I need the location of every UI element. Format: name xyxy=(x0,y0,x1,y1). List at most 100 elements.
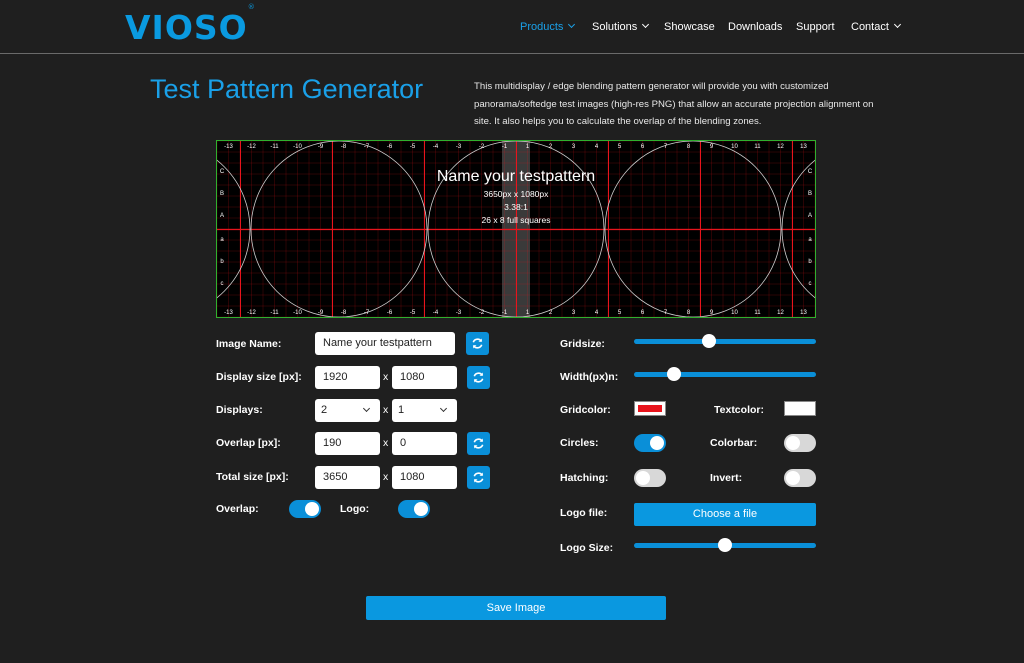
column-label: 13 xyxy=(800,310,807,316)
row-label: c xyxy=(809,281,812,287)
slider-thumb[interactable] xyxy=(701,334,716,348)
toggle-knob xyxy=(414,502,428,516)
refresh-name-button[interactable] xyxy=(466,332,489,355)
slider-thumb[interactable] xyxy=(718,538,732,552)
save-image-button[interactable]: Save Image xyxy=(366,596,666,620)
nav-downloads[interactable]: Downloads xyxy=(728,21,783,33)
image-name-input[interactable]: Name your testpattern xyxy=(315,332,455,355)
column-label: 2 xyxy=(549,144,553,150)
column-label: -12 xyxy=(247,144,256,150)
refresh-overlap-button[interactable] xyxy=(467,432,490,455)
total-width-input[interactable]: 3650 xyxy=(315,466,380,489)
displays-y-select[interactable]: 1 xyxy=(392,399,457,422)
row-label: B xyxy=(220,191,224,197)
column-label: 5 xyxy=(618,310,622,316)
hatching-toggle[interactable] xyxy=(634,469,666,487)
gridcolor-picker[interactable] xyxy=(634,401,666,416)
display-height-input[interactable]: 1080 xyxy=(392,366,457,389)
refresh-icon xyxy=(473,438,484,449)
column-label: 1 xyxy=(526,144,530,150)
pattern-canvas: -13-13-12-12-11-11-10-10-9-9-8-8-7-7-6-6… xyxy=(217,141,815,317)
page-title: Test Pattern Generator xyxy=(150,74,424,104)
vioso-logo[interactable]: VIOSO® xyxy=(125,3,256,47)
overlap-label: Overlap [px]: xyxy=(216,437,281,449)
invert-toggle[interactable] xyxy=(784,469,816,487)
textcolor-picker[interactable] xyxy=(784,401,816,416)
row-label: a xyxy=(808,237,812,243)
nav-contact[interactable]: Contact xyxy=(851,20,901,33)
gridcolor-label: Gridcolor: xyxy=(560,404,611,416)
x-separator: x xyxy=(383,371,389,383)
column-label: 4 xyxy=(595,144,599,150)
column-label: 12 xyxy=(777,144,784,150)
column-label: 4 xyxy=(595,310,599,316)
color-fill xyxy=(788,405,812,412)
column-label: -13 xyxy=(224,310,233,316)
column-label: -4 xyxy=(433,144,439,150)
nav-showcase[interactable]: Showcase xyxy=(664,21,715,33)
logo-toggle-label: Logo: xyxy=(340,503,370,515)
column-label: -1 xyxy=(502,144,508,150)
logo-toggle[interactable] xyxy=(398,500,430,518)
column-label: -10 xyxy=(293,144,302,150)
overlap-x-input[interactable]: 190 xyxy=(315,432,380,455)
chevron-down-icon xyxy=(362,404,371,413)
pattern-info: 26 x 8 full squares xyxy=(482,215,551,225)
hatching-label: Hatching: xyxy=(560,472,609,484)
overlap-toggle[interactable] xyxy=(289,500,321,518)
column-label: -8 xyxy=(341,310,347,316)
column-label: -3 xyxy=(456,144,462,150)
x-separator: x xyxy=(383,404,389,416)
colorbar-toggle[interactable] xyxy=(784,434,816,452)
column-label: -4 xyxy=(433,310,439,316)
refresh-icon xyxy=(472,338,483,349)
chevron-down-icon xyxy=(568,20,576,29)
column-label: 9 xyxy=(710,310,714,316)
column-label: -7 xyxy=(364,144,370,150)
column-label: 7 xyxy=(664,310,668,316)
logo-size-slider[interactable] xyxy=(634,538,816,552)
total-height-input[interactable]: 1080 xyxy=(392,466,457,489)
slider-thumb[interactable] xyxy=(667,367,682,381)
display-width-input[interactable]: 1920 xyxy=(315,366,380,389)
circles-toggle[interactable] xyxy=(634,434,666,452)
invert-label: Invert: xyxy=(710,472,743,484)
column-label: -8 xyxy=(341,144,347,150)
row-label: A xyxy=(220,213,224,219)
row-label: B xyxy=(808,191,812,197)
column-label: -11 xyxy=(270,144,279,150)
nav-support[interactable]: Support xyxy=(796,21,835,33)
column-label: -2 xyxy=(479,144,485,150)
column-label: 9 xyxy=(710,144,714,150)
column-label: 1 xyxy=(526,310,530,316)
overlap-y-input[interactable]: 0 xyxy=(392,432,457,455)
pattern-circle xyxy=(427,141,605,317)
column-label: -6 xyxy=(387,310,393,316)
intro-text: This multidisplay / edge blending patter… xyxy=(474,81,874,127)
width-n-slider[interactable] xyxy=(634,367,816,381)
refresh-total-size-button[interactable] xyxy=(467,466,490,489)
gridsize-slider[interactable] xyxy=(634,334,816,348)
column-label: 11 xyxy=(754,144,761,150)
displays-x-select[interactable]: 2 xyxy=(315,399,380,422)
logo-size-label: Logo Size: xyxy=(560,542,614,554)
column-label: -6 xyxy=(387,144,393,150)
refresh-display-size-button[interactable] xyxy=(467,366,490,389)
gridsize-label: Gridsize: xyxy=(560,338,605,350)
row-label: A xyxy=(808,213,812,219)
nav-solutions[interactable]: Solutions xyxy=(592,20,650,33)
x-separator: x xyxy=(383,471,389,483)
column-label: -13 xyxy=(224,144,233,150)
column-label: 11 xyxy=(754,310,761,316)
column-label: -9 xyxy=(318,310,324,316)
toggle-knob xyxy=(786,471,800,485)
nav-products[interactable]: Products xyxy=(520,20,576,33)
column-label: 10 xyxy=(731,144,738,150)
pattern-circle xyxy=(781,159,815,299)
column-label: -3 xyxy=(456,310,462,316)
row-label: b xyxy=(808,259,812,265)
column-label: -12 xyxy=(247,310,256,316)
chevron-down-icon xyxy=(439,404,448,413)
choose-file-button[interactable]: Choose a file xyxy=(634,503,816,526)
pattern-name: Name your testpattern xyxy=(437,168,595,185)
